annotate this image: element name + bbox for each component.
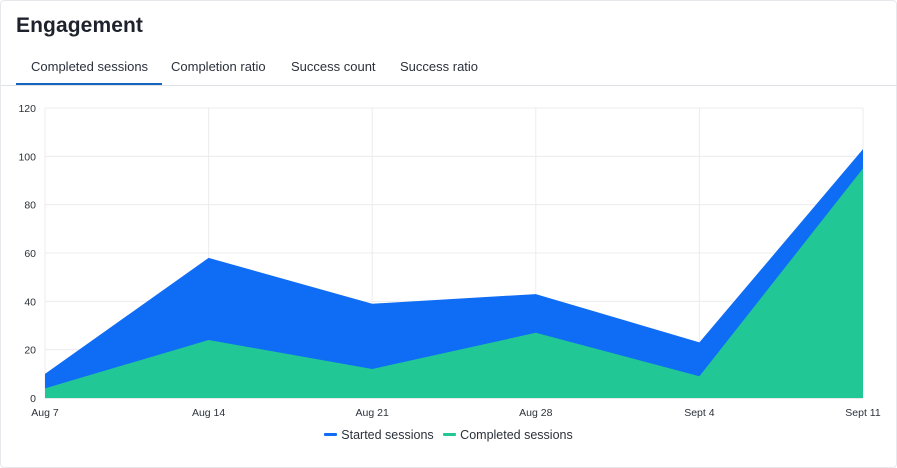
legend-item-completed[interactable]: Completed sessions [443,428,573,442]
completed-swatch [443,433,457,437]
tab-completed-sessions[interactable]: Completed sessions [15,59,163,85]
series-area-started-sessions [45,149,863,398]
tab-success-ratio[interactable]: Success ratio [400,59,479,74]
x-tick-label: Sept 11 [845,407,881,419]
y-axis: 0 20 40 60 80 100 120 [18,103,36,405]
legend-item-started[interactable]: Started sessions [324,428,434,442]
x-tick-label: Aug 21 [356,407,389,419]
x-tick-label: Aug 14 [192,407,225,419]
chart-legend: Started sessions Completed sessions [0,428,897,442]
series-area-completed-sessions [45,168,863,398]
tab-bar: Completed sessions Completion ratio Succ… [1,49,897,86]
y-tick-label: 60 [24,248,36,260]
y-tick-label: 40 [24,296,36,308]
chart-areas [45,149,863,398]
x-tick-label: Aug 7 [31,407,59,419]
y-tick-label: 100 [18,151,36,163]
x-tick-label: Sept 4 [684,407,715,419]
tab-success-count[interactable]: Success count [291,59,376,74]
area-chart: 0 20 40 60 80 100 120 Aug 7 Aug 14 Aug 21 Aug 28 S… [18,103,881,419]
x-axis: Aug 7 Aug 14 Aug 21 Aug 28 Sept 4 Sept 11 [31,407,881,419]
y-tick-label: 0 [30,393,36,405]
y-tick-label: 80 [24,200,36,212]
y-tick-label: 20 [24,345,36,357]
legend-label-started: Started sessions [341,428,434,442]
x-tick-label: Aug 28 [519,407,552,419]
tab-completion-ratio[interactable]: Completion ratio [171,59,266,74]
page-title: Engagement [16,14,144,37]
legend-label-completed: Completed sessions [460,428,573,442]
y-tick-label: 120 [18,103,36,115]
started-swatch [324,433,338,437]
